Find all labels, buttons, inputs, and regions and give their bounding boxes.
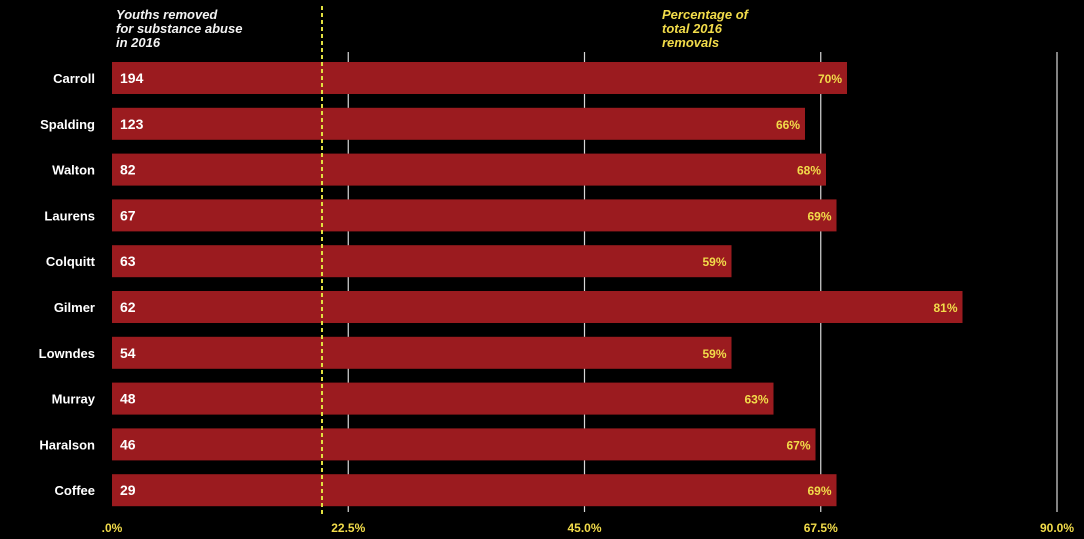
count-label: 82 [120,162,136,178]
category-label: Lowndes [39,346,95,361]
count-label: 62 [120,299,136,315]
value-label: 69% [807,209,831,223]
count-label: 48 [120,391,136,407]
x-tick-label: 45.0% [567,521,601,535]
value-label: 59% [702,347,726,361]
count-label: 67 [120,207,136,223]
count-label: 54 [120,345,136,361]
bar-gilmer [112,291,963,323]
x-tick-label: 22.5% [331,521,365,535]
bar-colquitt [112,245,732,278]
x-tick-label: 67.5% [804,521,838,535]
value-label: 67% [786,438,810,452]
value-label: 69% [807,484,831,498]
bar-spalding [112,107,805,140]
value-label: 70% [818,72,842,86]
category-label: Laurens [44,208,95,223]
count-label: 29 [120,482,136,498]
category-label: Carroll [53,71,95,86]
category-label: Coffee [55,483,95,498]
count-label: 123 [120,116,144,132]
x-tick-label: 90.0% [1040,521,1074,535]
bar-lowndes [112,336,732,369]
value-label: 59% [702,255,726,269]
x-tick-label: .0% [102,521,123,535]
bar-laurens [112,199,837,232]
value-label: 63% [744,393,768,407]
category-label: Walton [52,163,95,178]
value-label: 68% [797,164,821,178]
count-label: 46 [120,436,136,452]
value-label: 81% [933,301,957,315]
percentage-column-header: Percentage of total 2016 removals [662,7,748,50]
count-label: 63 [120,253,136,269]
bar-haralson [112,428,816,461]
bar-walton [112,153,826,186]
category-label: Murray [52,392,96,407]
category-label: Spalding [40,117,95,132]
value-label: 66% [776,118,800,132]
bar-carroll [112,62,847,94]
bars [112,62,963,507]
bar-coffee [112,474,837,507]
count-label: 194 [120,70,144,86]
category-label: Haralson [39,437,95,452]
category-label: Gilmer [54,300,95,315]
category-label: Colquitt [46,254,96,269]
count-column-header: Youths removed for substance abuse in 20… [116,7,243,50]
bar-murray [112,382,774,415]
x-axis-ticks: .0% 22.5% 45.0% 67.5% 90.0% [102,521,1075,535]
labels: Carroll 194 70% Spalding 123 66% Walton 82 68% La… [39,70,958,498]
